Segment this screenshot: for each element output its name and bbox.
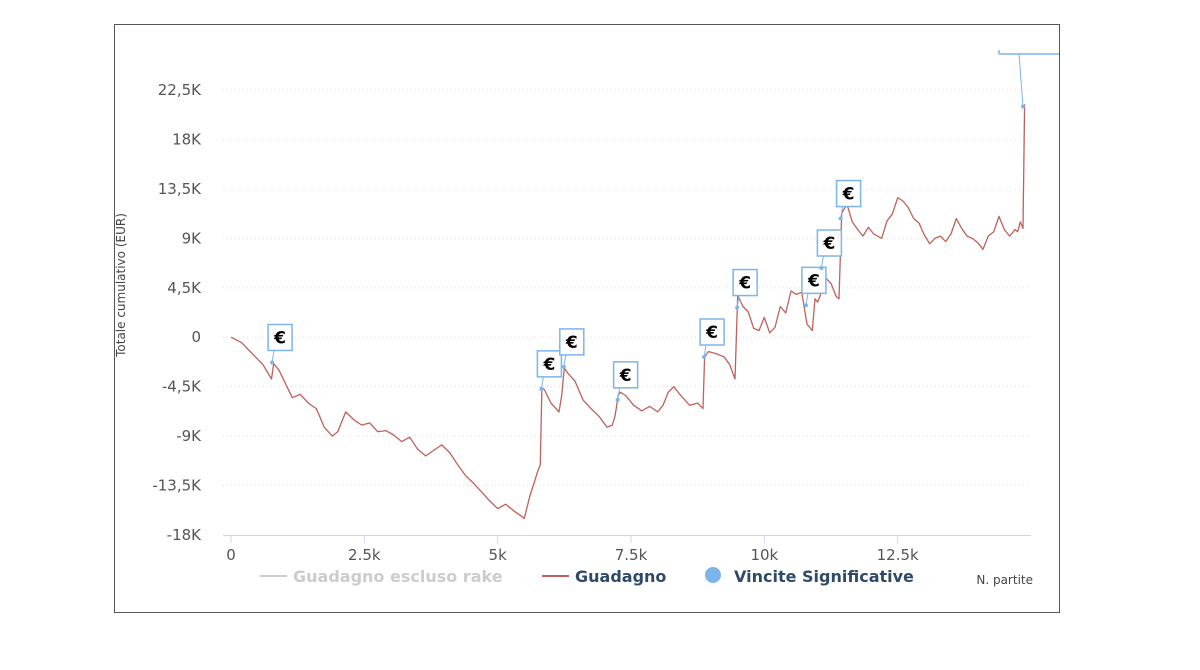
y-tick-label: -13,5K [152, 477, 202, 495]
win-flag[interactable]: € [267, 323, 293, 365]
win-flag-box[interactable] [835, 179, 862, 208]
series-line-guadagno[interactable] [230, 104, 1026, 520]
win-flag-label: € [807, 271, 820, 291]
x-axis [223, 535, 1031, 543]
x-tick-label: 0 [226, 546, 236, 564]
win-flag-box[interactable] [816, 229, 843, 257]
win-flag-stem [805, 293, 809, 306]
x-tick-label: 7.5k [615, 546, 648, 564]
win-flag-point[interactable] [615, 397, 620, 402]
win-flag[interactable]: € [732, 268, 758, 310]
win-flag-box[interactable] [612, 361, 639, 389]
y-tick-label: 18K [172, 130, 202, 148]
chart-frame: 22,5K 18K 13,5K 9K 4,5K 0 -4,5K -9K -13,5K -18K 0… [114, 24, 1060, 613]
legend: Guadagno escluso rake Guadagno Vincite S… [260, 567, 914, 586]
y-tick-label: 22,5K [158, 81, 202, 99]
win-flag-label: € [619, 366, 632, 386]
y-tick-label: 9K [182, 229, 203, 247]
x-tick-label: 10k [750, 546, 778, 564]
win-flag-label: € [705, 323, 718, 343]
win-flag[interactable] [998, 50, 1059, 109]
win-flag[interactable]: € [559, 328, 585, 369]
win-flag-label: € [822, 234, 835, 254]
win-flag[interactable]: € [801, 266, 827, 308]
x-tick-label: 5k [489, 546, 508, 564]
win-flag-box[interactable] [559, 328, 585, 356]
win-flag-stem [736, 295, 740, 308]
win-flag-box[interactable] [536, 350, 563, 378]
legend-symbol-wins [705, 567, 721, 583]
y-axis-title: Totale cumulativo (EUR) [115, 213, 128, 358]
legend-item-wins[interactable]: Vincite Significative [734, 567, 914, 586]
win-flag[interactable]: € [816, 229, 843, 270]
win-flag-box[interactable] [732, 268, 758, 297]
y-tick-label: 4,5K [167, 279, 202, 297]
y-tick-label: -9K [176, 427, 202, 445]
win-flag-stem [563, 354, 567, 367]
x-axis-title: N. partite [976, 573, 1033, 587]
grid-layer [223, 89, 1031, 487]
chart-svg: 22,5K 18K 13,5K 9K 4,5K 0 -4,5K -9K -13,5K -18K 0… [115, 50, 1059, 587]
win-flag-stem [840, 206, 844, 219]
x-tick-labels: 0 2.5k 5k 7.5k 10k 12.5k [226, 546, 919, 564]
win-flag[interactable]: € [699, 318, 725, 359]
win-flag[interactable]: € [536, 350, 563, 391]
win-flag-stem [703, 344, 707, 358]
legend-item-profit[interactable]: Guadagno [575, 567, 666, 586]
y-tick-label: -4,5K [162, 378, 202, 396]
win-flag-label: € [273, 328, 286, 348]
y-tick-labels: 22,5K 18K 13,5K 9K 4,5K 0 -4,5K -9K -13,5K -18K [152, 81, 202, 544]
win-flag-stem [617, 387, 621, 400]
win-flag-label: € [565, 333, 578, 353]
win-flag[interactable]: € [835, 179, 862, 221]
win-flag-box[interactable] [267, 323, 293, 352]
y-tick-label: 0 [191, 328, 201, 346]
win-flag-label: € [542, 355, 555, 375]
win-flag-label: € [738, 274, 751, 294]
y-tick-label: 13,5K [158, 180, 202, 198]
win-flag-label: € [842, 185, 855, 205]
series-layer [230, 104, 1026, 520]
y-tick-label: -18K [167, 526, 202, 544]
win-flag-stem [271, 350, 275, 363]
win-flag-box[interactable] [699, 318, 725, 346]
flags-layer: €€€€€€ €€€ [267, 50, 1059, 402]
x-tick-label: 2.5k [348, 546, 381, 564]
legend-item-no-rake[interactable]: Guadagno escluso rake [293, 567, 503, 586]
x-tick-label: 12.5k [877, 546, 919, 564]
win-flag-box[interactable] [801, 266, 827, 295]
win-flag-stem [1018, 53, 1024, 107]
win-flag-point[interactable] [270, 360, 275, 365]
win-flag-stem [820, 255, 824, 269]
win-flag-stem [540, 376, 544, 389]
win-flag[interactable]: € [612, 361, 639, 402]
